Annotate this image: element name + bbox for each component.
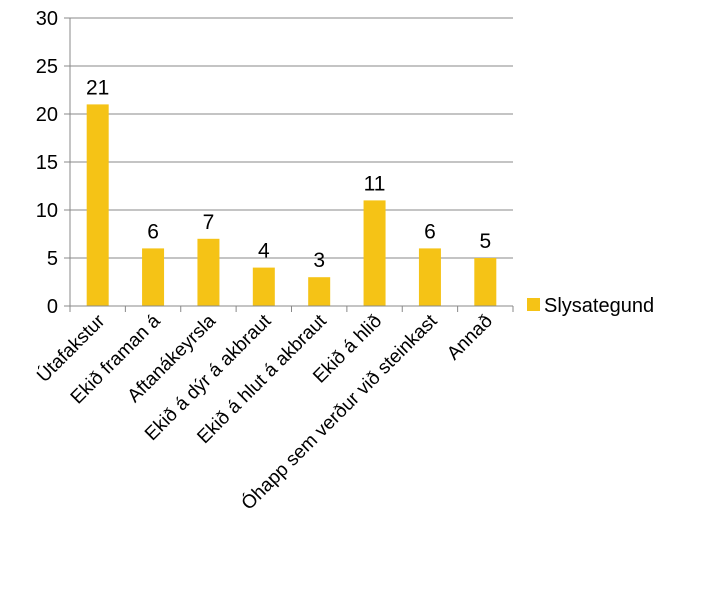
bar (418, 248, 441, 306)
data-label: 5 (479, 230, 491, 253)
axes (64, 17, 514, 312)
y-tick-label: 20 (36, 104, 58, 126)
legend-label: Slysategund (544, 295, 654, 317)
data-label: 6 (147, 220, 159, 243)
bar (474, 258, 497, 306)
bar (363, 200, 386, 306)
y-tick-label: 0 (47, 296, 58, 318)
y-tick-labels: 0 5 10 15 20 25 30 (36, 8, 58, 318)
y-tick-label: 10 (36, 200, 58, 222)
bar (308, 277, 331, 306)
data-label: 21 (86, 76, 109, 99)
x-category-label: Annað (443, 311, 497, 365)
bar (197, 238, 220, 306)
y-tick-label: 25 (36, 56, 58, 78)
gridlines (70, 17, 513, 259)
x-category-label: Óhapp sem verður við steinkast (237, 309, 442, 514)
y-tick-label: 30 (36, 8, 58, 30)
legend: Slysategund (527, 295, 654, 317)
data-label: 4 (258, 240, 270, 263)
bar (86, 104, 109, 307)
bars (86, 104, 497, 307)
bar (142, 248, 165, 306)
y-tick-label: 15 (36, 152, 58, 174)
legend-swatch (527, 298, 540, 311)
data-label: 3 (313, 249, 325, 272)
y-tick-label: 5 (47, 248, 58, 270)
data-label: 6 (424, 220, 436, 243)
data-labels: 21 6 7 4 3 11 6 5 (86, 76, 491, 272)
bar (252, 267, 275, 306)
data-label: 7 (203, 211, 215, 234)
data-label: 11 (364, 172, 386, 195)
